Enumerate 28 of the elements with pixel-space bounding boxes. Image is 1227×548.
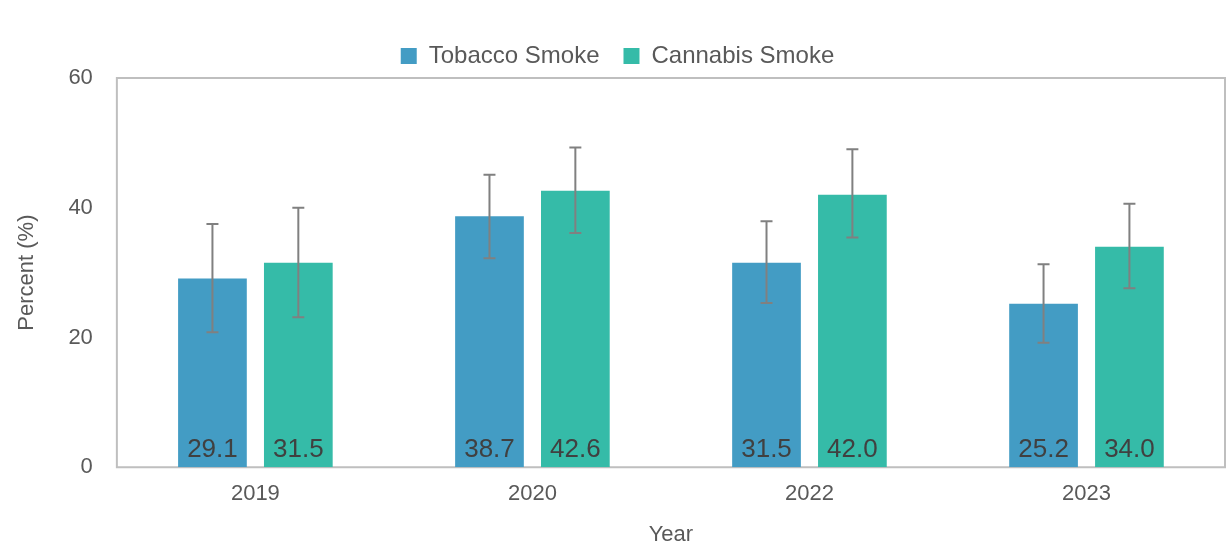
bar — [1009, 303, 1078, 468]
legend-label: Tobacco Smoke — [428, 40, 600, 68]
bar — [541, 190, 610, 468]
bar — [455, 216, 524, 468]
data-label: 25.2 — [1018, 433, 1069, 464]
data-label: 31.5 — [741, 433, 792, 464]
bar — [732, 262, 801, 468]
bar — [818, 194, 887, 468]
y-tick-label: 20 — [68, 323, 93, 349]
data-label: 42.6 — [550, 433, 601, 464]
data-label: 31.5 — [273, 433, 324, 464]
y-tick-label: 40 — [68, 193, 93, 219]
bar — [263, 262, 333, 468]
bar — [178, 278, 247, 468]
x-axis-title: Year — [648, 520, 694, 546]
legend-label: Cannabis Smoke — [651, 40, 835, 68]
x-tick-label: 2022 — [784, 480, 834, 506]
y-tick-label: 0 — [80, 453, 93, 479]
x-tick-label: 2019 — [230, 480, 280, 506]
y-axis-title: Percent (%) — [13, 214, 39, 331]
data-label: 34.0 — [1104, 433, 1155, 464]
x-tick-label: 2020 — [507, 480, 557, 506]
data-label: 29.1 — [187, 433, 238, 464]
bar — [1095, 246, 1164, 468]
y-tick-label: 60 — [68, 64, 93, 90]
data-label: 38.7 — [464, 433, 515, 464]
x-tick-label: 2023 — [1062, 480, 1111, 506]
data-label: 42.0 — [827, 433, 878, 464]
